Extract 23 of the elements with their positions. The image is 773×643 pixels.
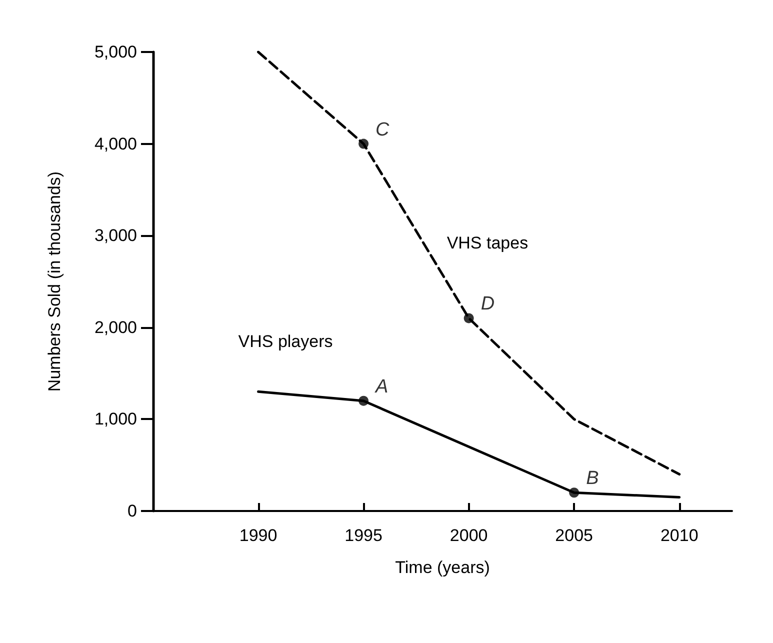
annotation: B [586,468,600,490]
point [464,313,474,324]
y-axis-title: Numbers Sold (in thousands) [45,171,64,392]
y-tick-label: 5,000 [94,42,137,62]
x-tick-label: 2005 [555,526,594,545]
annotation: A [374,376,388,398]
point [569,488,580,498]
point [358,396,369,406]
x-tick-label: 1995 [344,526,382,545]
x-tick-label: 2010 [660,526,698,545]
y-tick-label: 0 [128,502,137,520]
y-tick-label: 1,000 [94,410,137,429]
point [358,138,369,149]
y-tick-label: 3,000 [94,226,137,246]
x-axis-title: Time (years) [395,558,490,577]
text: VHS players [238,332,333,352]
y-tick-label: 4,000 [94,134,137,154]
annotation: D [480,294,495,315]
annotation: C [376,119,390,140]
x-tick-label: 2000 [450,526,488,545]
y-tick-label: 2,000 [94,318,137,337]
x-tick-label: 1990 [239,526,278,545]
series-label: VHS tapes [446,234,528,253]
